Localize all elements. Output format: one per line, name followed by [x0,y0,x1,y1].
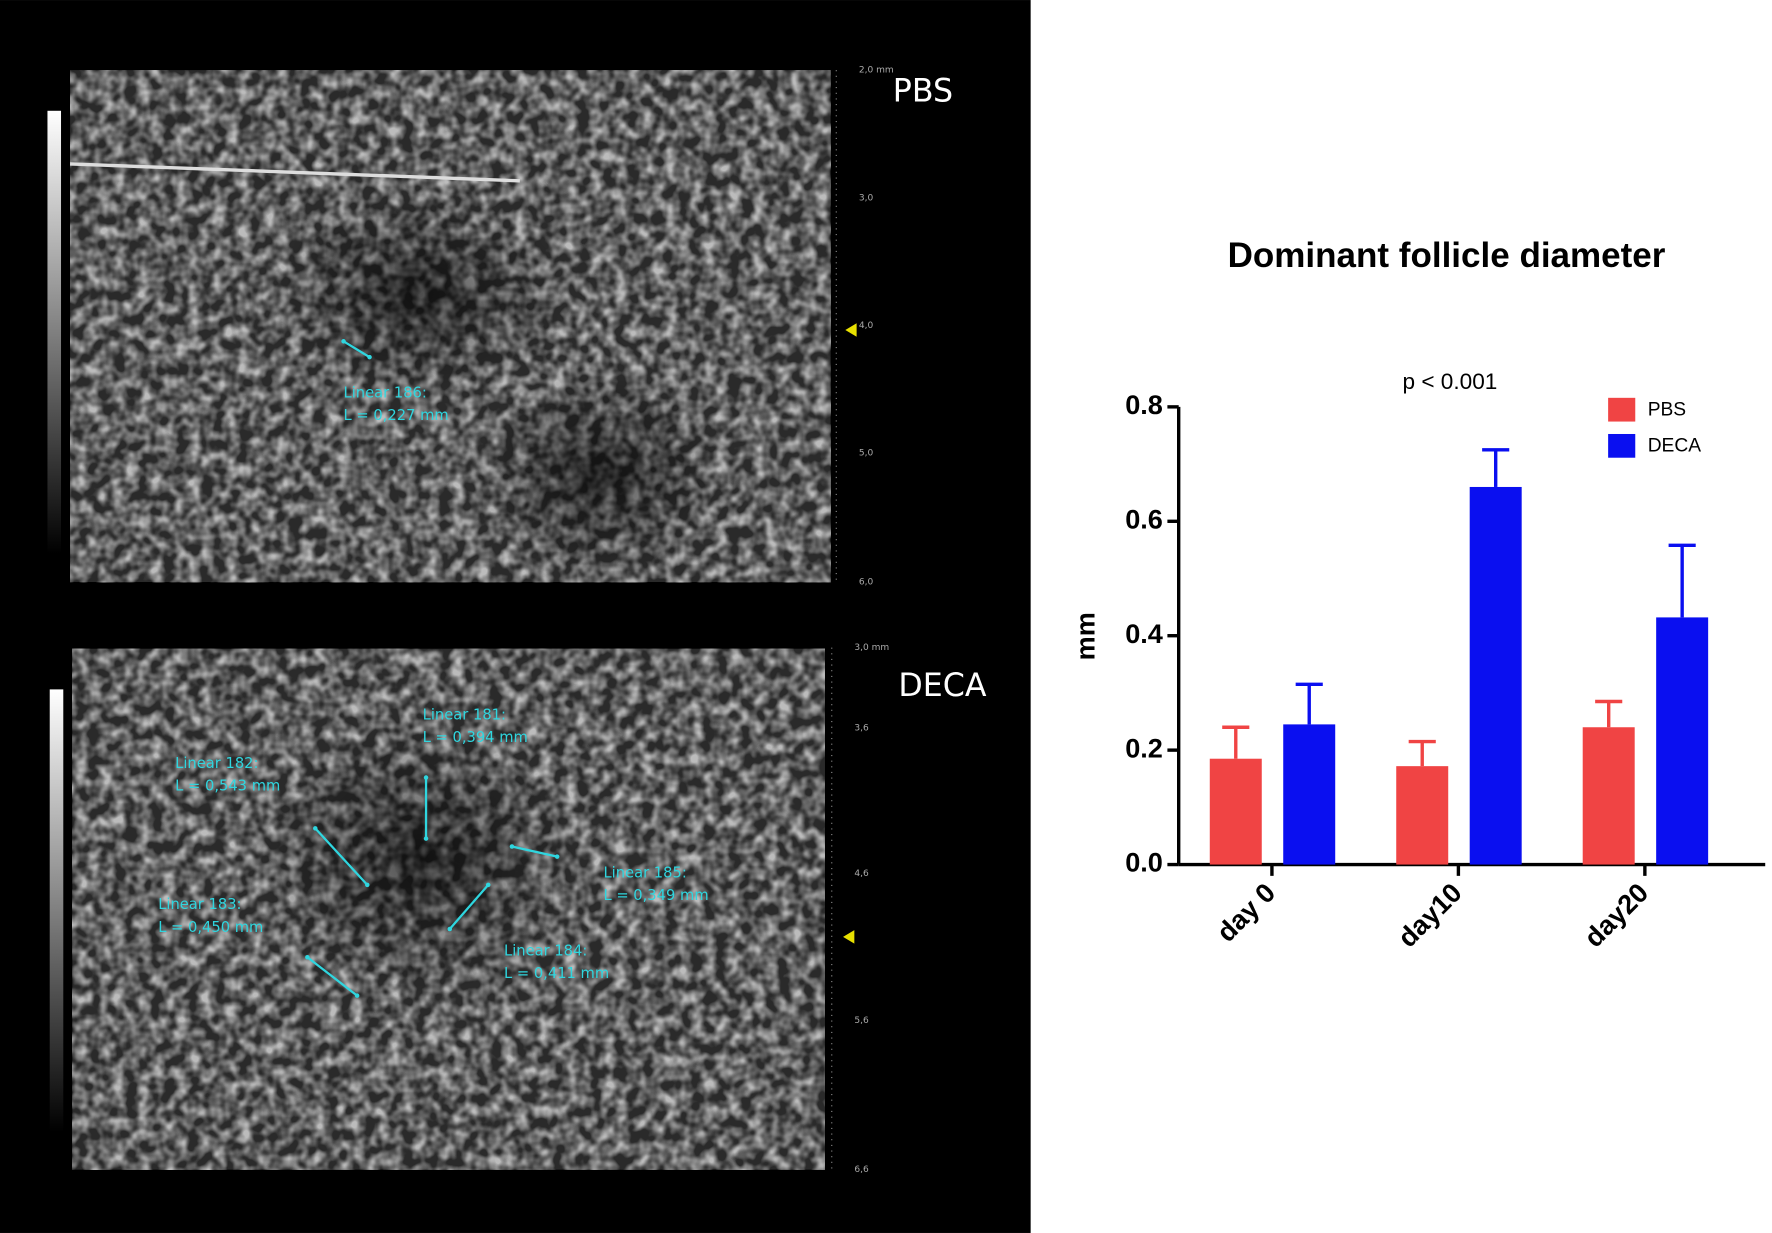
caliper-end [365,882,370,888]
depth-tick-label: 4,0 [859,321,874,331]
caliper [342,340,371,359]
legend-label: DECA [1648,435,1702,456]
y-tick-label: 0.0 [1125,847,1163,878]
legend-swatch [1608,433,1636,458]
depth-tick-label: 3,0 [859,193,874,203]
bar [1209,758,1262,865]
x-tick-label: day10 [1391,877,1467,953]
depth-tick-label: 6,6 [854,1165,869,1175]
depth-tick-label: 5,0 [859,449,874,459]
y-tick-label: 0.8 [1125,389,1163,420]
chart-title: Dominant follicle diameter [1228,236,1666,275]
bar [1469,486,1522,865]
ultrasound-deca: DECA [49,648,987,1170]
bar [1396,766,1449,865]
caliper-end [354,993,360,998]
depth-tick-label: 3,6 [854,723,869,733]
measurement-name: Linear 182: [175,755,258,772]
depth-tick-label: 4,6 [854,869,869,879]
legend-swatch [1608,397,1636,422]
caliper-end [423,836,429,841]
depth-tick-label: 5,6 [854,1016,869,1026]
chart: Dominant follicle diameter p < 0.001 mm [1069,236,1766,867]
bar [1582,727,1635,865]
caliper-end [485,882,491,888]
image-label: PBS [893,74,953,110]
caliper-end [509,844,515,849]
measurement-value: L = 0,543 mm [175,778,280,795]
caliper [314,827,369,886]
measurement-value: L = 0,450 mm [158,919,263,936]
measurement-name: Linear 184: [504,943,587,960]
measurement-name: Linear 181: [423,706,506,723]
annotation: p < 0.001 [1402,369,1497,394]
caliper-end [554,854,560,859]
caliper-end [313,826,318,831]
y-tick-label: 0.6 [1125,503,1163,534]
caliper [511,845,558,858]
depth-marker [845,323,857,337]
depth-tick-label: 3,0 mm [854,643,889,653]
caliper-end [367,354,372,360]
bar [1656,617,1709,865]
x-tick-label: day20 [1578,877,1654,953]
ultrasound-pbs: PBS [47,70,953,583]
caliper-end [341,339,346,344]
y-tick-label: 0.4 [1125,618,1163,649]
depth-tick-label: 2,0 mm [859,66,894,76]
measurement-value: L = 0,394 mm [423,729,528,746]
x-tick-label: day 0 [1210,877,1281,948]
image-label: DECA [898,668,986,704]
measurement-value: L = 0,227 mm [344,407,449,424]
measurement-name: Linear 183: [158,896,241,913]
caliper-end [447,926,453,932]
legend-label: PBS [1648,399,1686,420]
depth-marker [843,930,855,944]
y-axis-label: mm [1069,612,1100,660]
bar [1283,724,1336,865]
measurement-value: L = 0,411 mm [504,965,609,982]
depth-tick-label: 6,0 [859,578,874,588]
measurement-name: Linear 185: [603,865,686,882]
measurement-name: Linear 186: [344,384,427,401]
y-tick-label: 0.2 [1125,732,1163,763]
caliper-end [305,954,310,960]
caliper [448,884,490,930]
caliper-end [423,775,429,780]
caliper [306,956,358,997]
measurement-value: L = 0,349 mm [603,887,708,904]
